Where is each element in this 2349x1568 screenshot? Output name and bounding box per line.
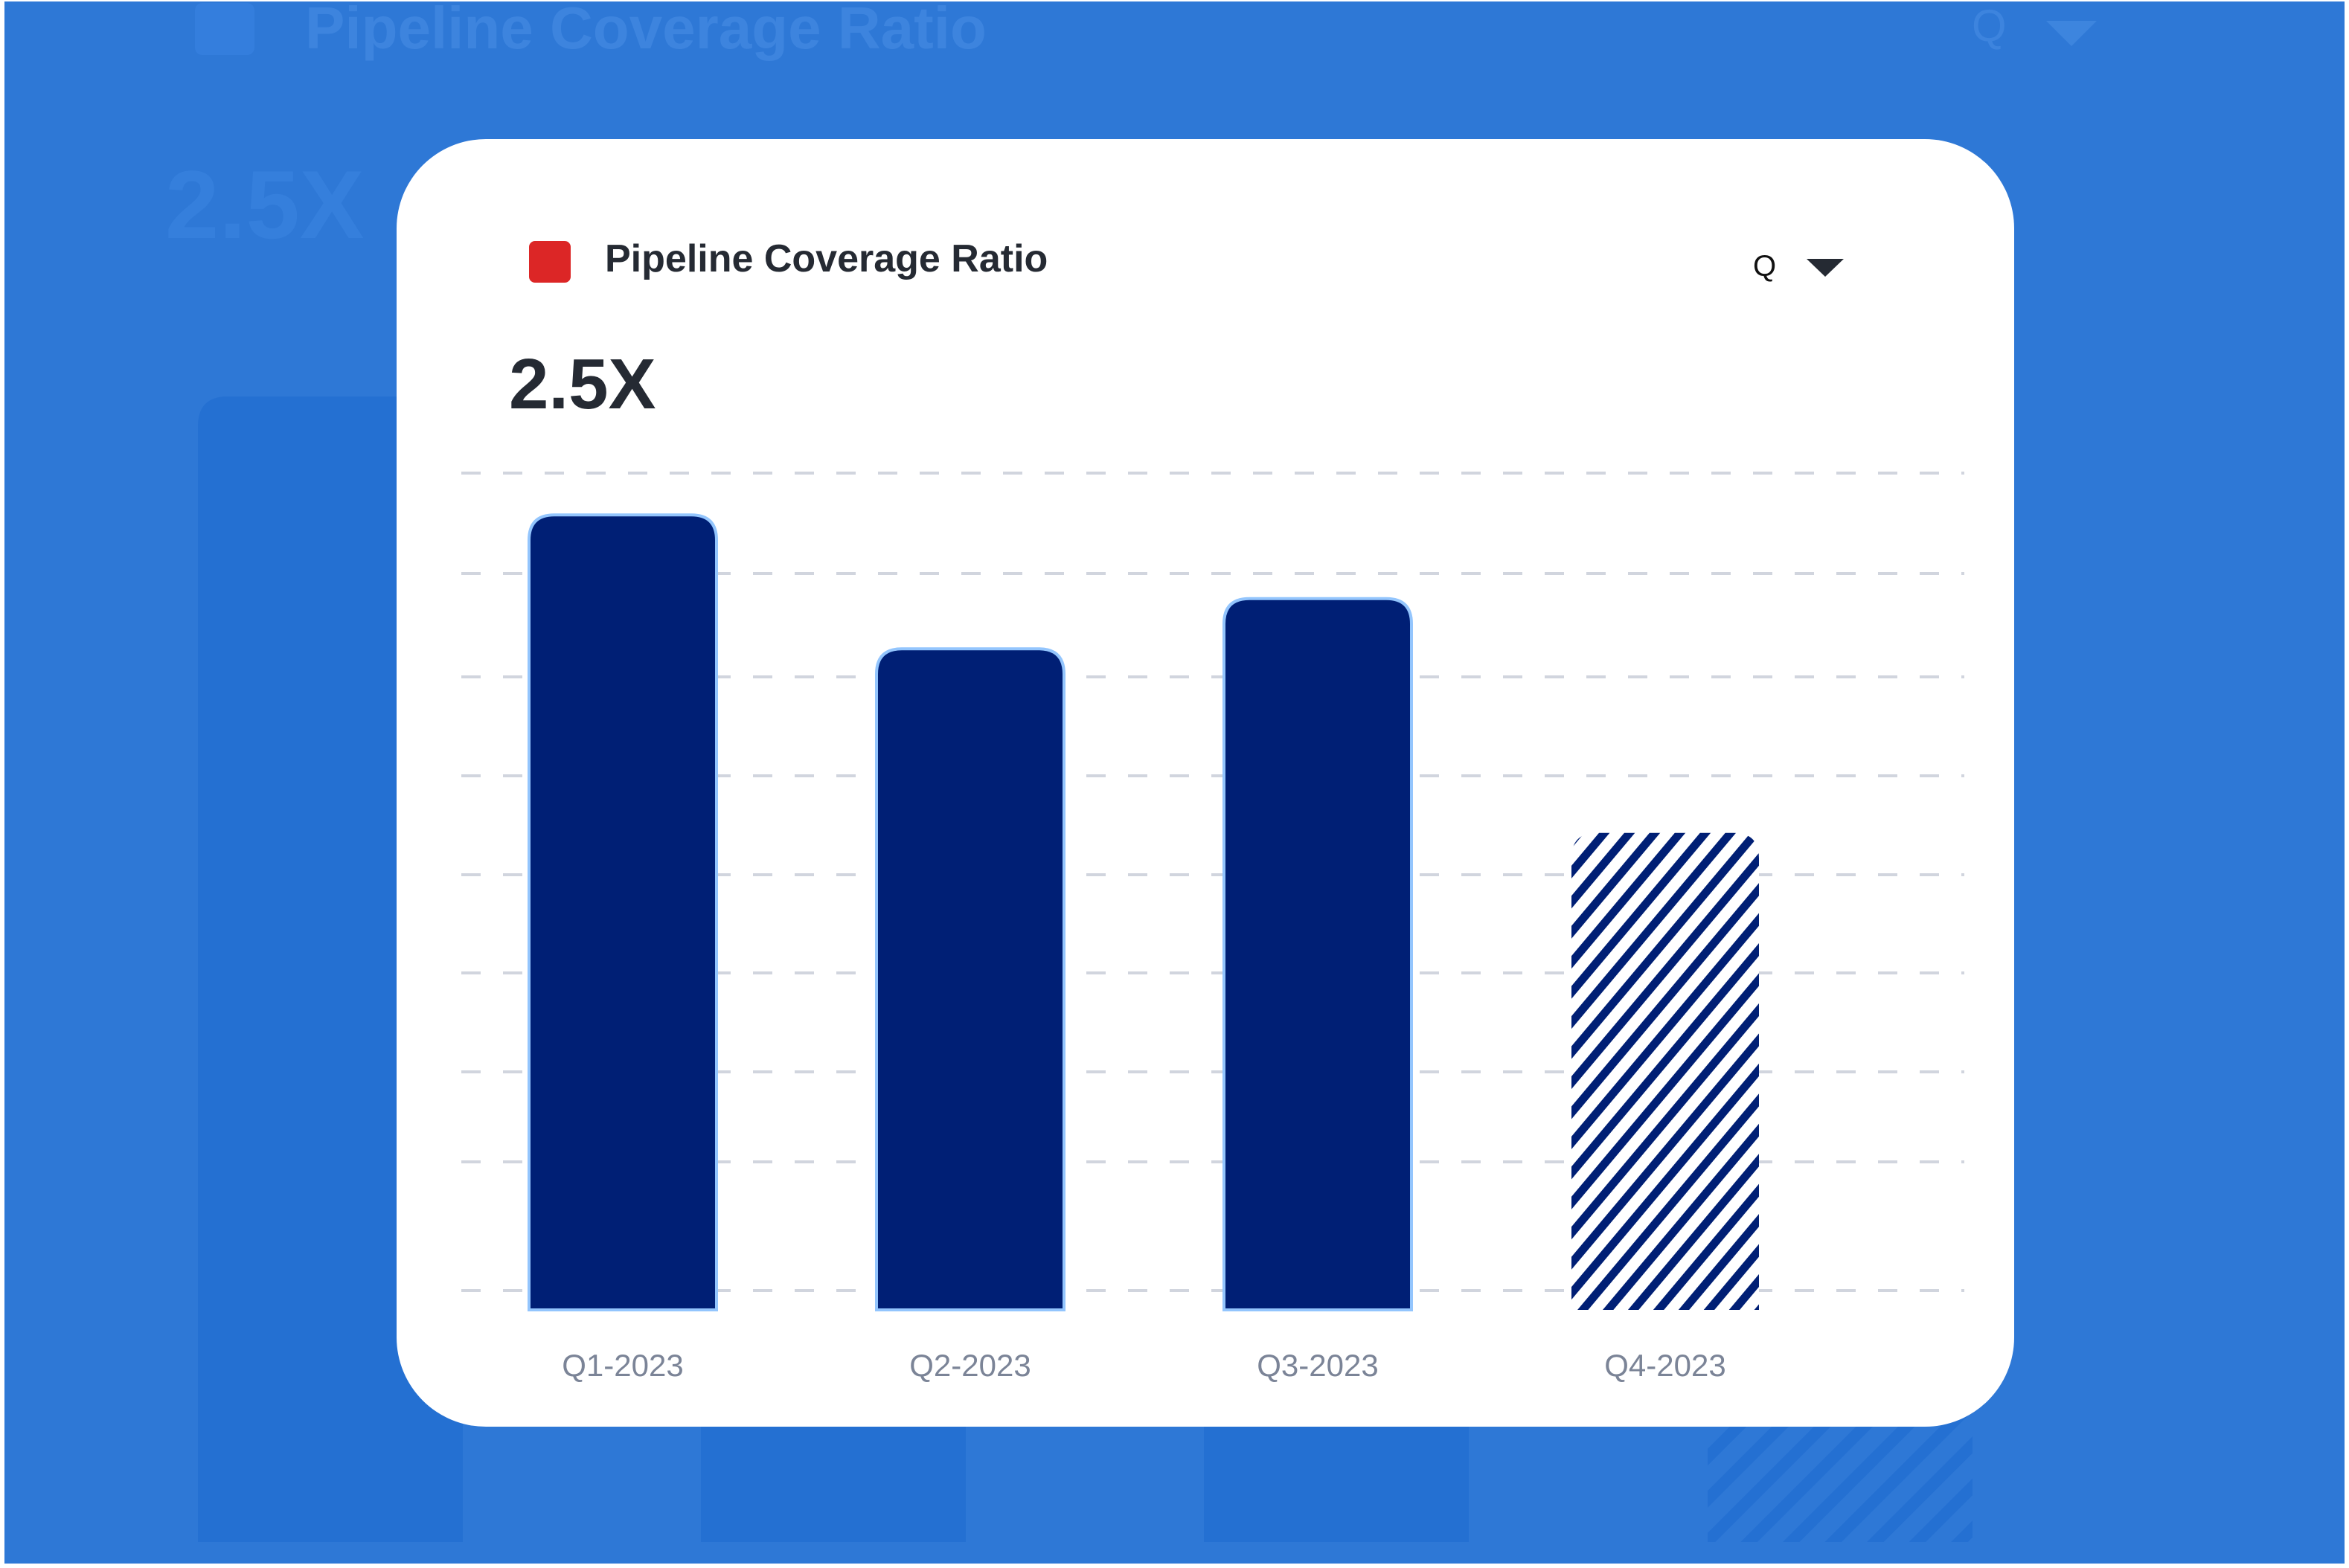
bars bbox=[528, 513, 1759, 1311]
background-kpi: 2.5X bbox=[165, 150, 365, 259]
bar-q3-2023[interactable] bbox=[1222, 597, 1413, 1311]
x-tick-label: Q1-2023 bbox=[562, 1348, 683, 1383]
caret-down-icon[interactable] bbox=[1807, 259, 1844, 277]
legend-swatch bbox=[529, 241, 571, 283]
period-dropdown[interactable]: Q bbox=[1753, 250, 1777, 283]
background-legend-swatch bbox=[195, 3, 254, 55]
background-period: Q bbox=[1972, 1, 2007, 51]
bar-q2-2023[interactable] bbox=[875, 647, 1065, 1311]
x-tick-label: Q4-2023 bbox=[1604, 1348, 1725, 1383]
background-title: Pipeline Coverage Ratio bbox=[305, 0, 987, 61]
bar-q4-2023[interactable] bbox=[1571, 832, 1759, 1310]
background-caret-down-icon bbox=[2046, 21, 2097, 46]
x-tick-label: Q3-2023 bbox=[1257, 1348, 1378, 1383]
bar-q1-2023[interactable] bbox=[528, 513, 718, 1311]
x-tick-label: Q2-2023 bbox=[909, 1348, 1031, 1383]
kpi-value: 2.5X bbox=[509, 344, 656, 424]
chart-title: Pipeline Coverage Ratio bbox=[605, 237, 1048, 280]
